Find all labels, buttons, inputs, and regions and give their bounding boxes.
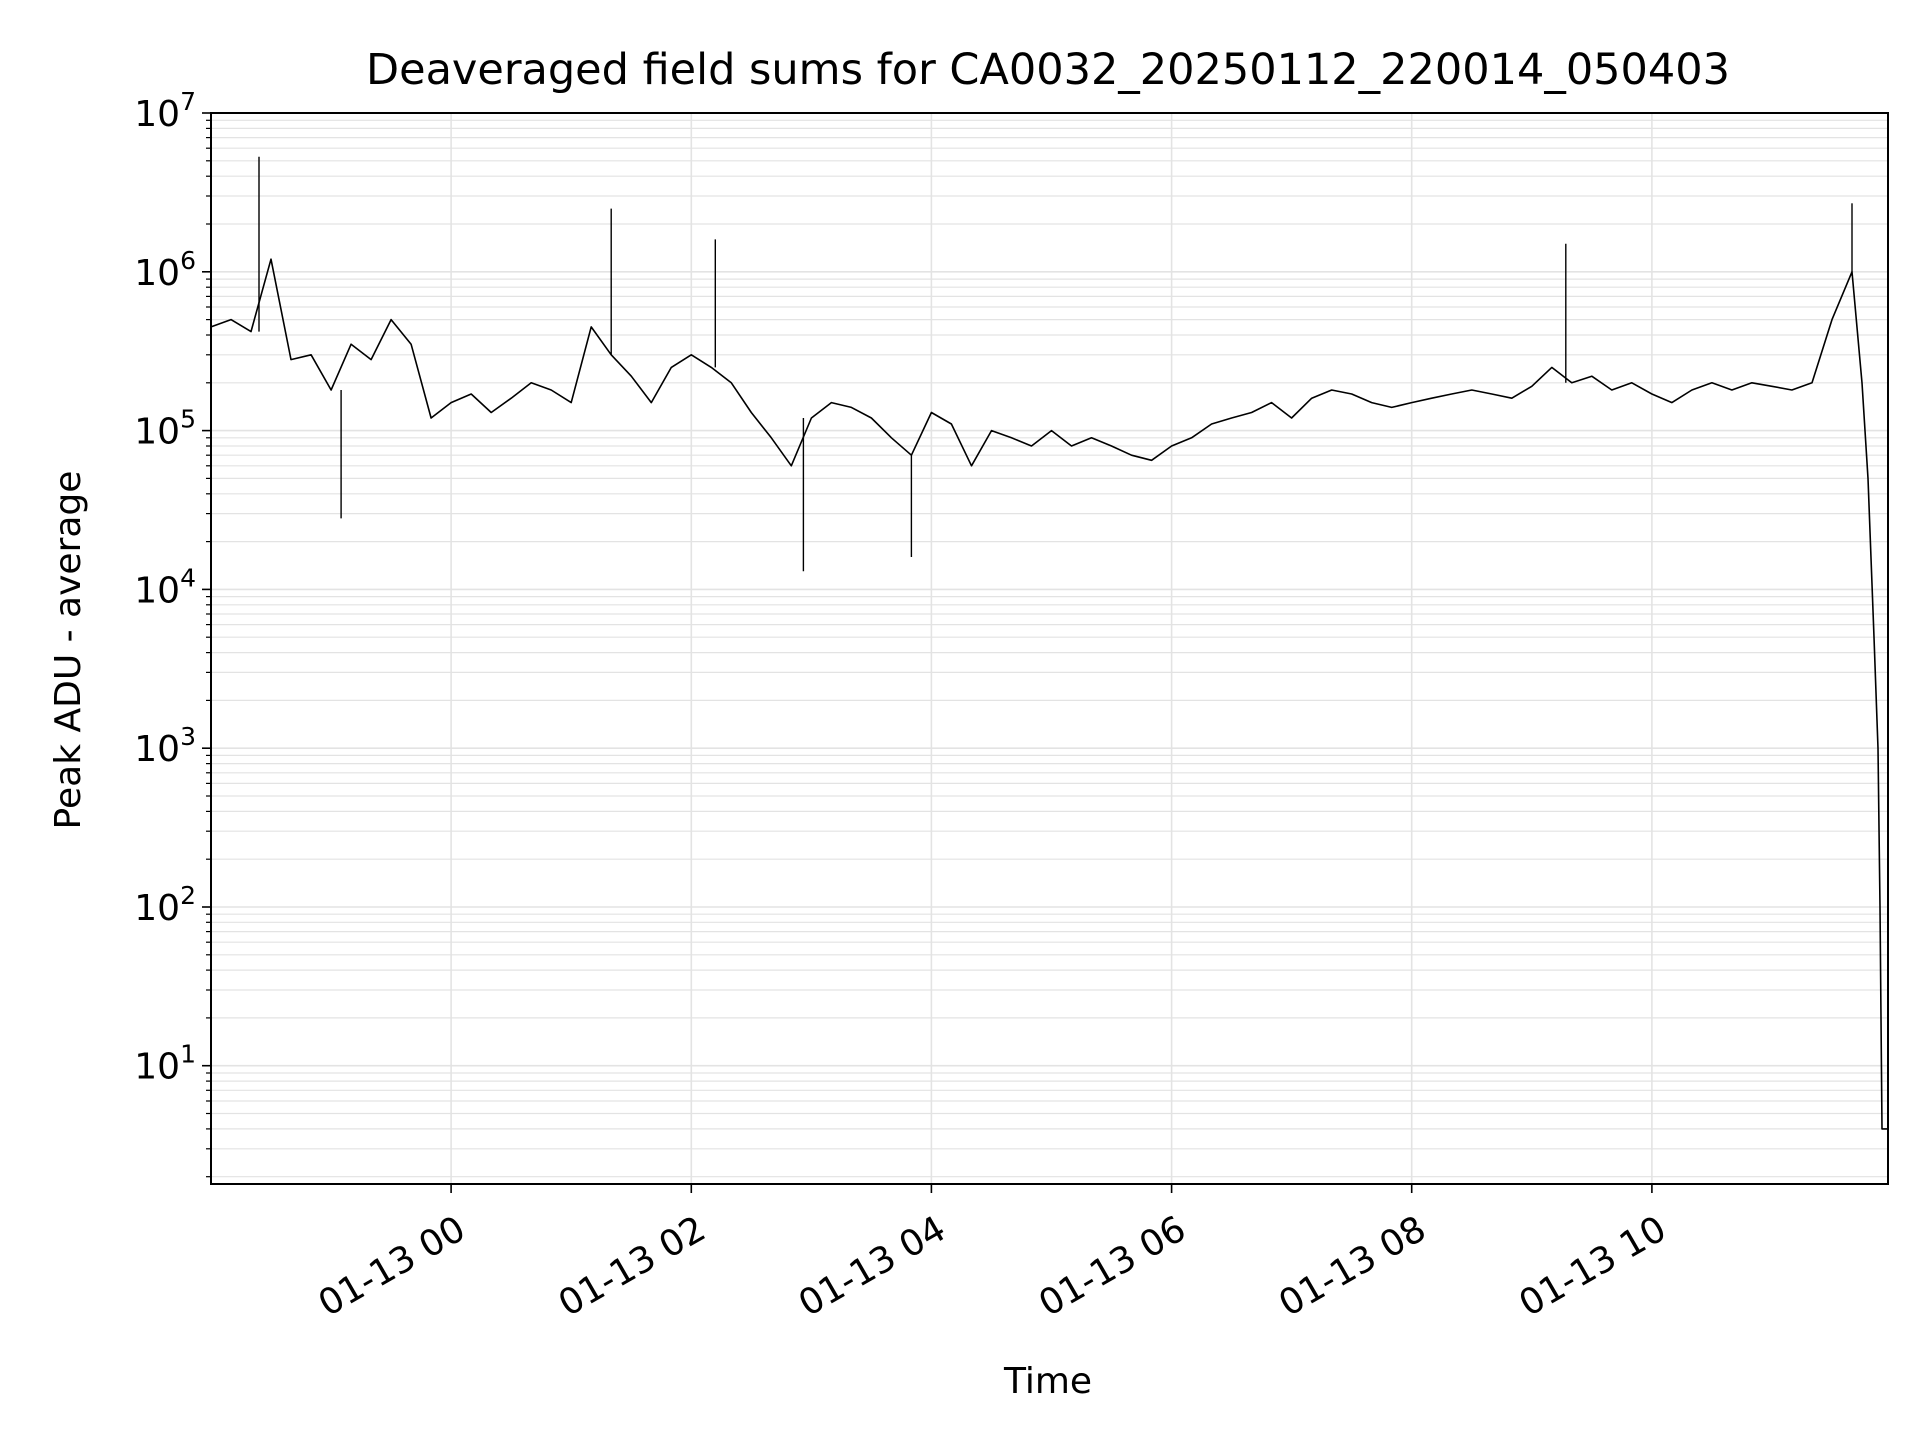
grid-layer [211, 112, 1888, 1184]
y-axis-label: Peak ADU - average [48, 471, 89, 830]
chart-title: Deaveraged field sums for CA0032_2025011… [366, 45, 1730, 95]
plot-frame [210, 112, 1889, 1185]
y-tick-label: 104 [134, 563, 196, 611]
y-tick-label: 106 [134, 246, 196, 294]
series-line [210, 258, 1888, 1130]
y-tick-label: 102 [134, 881, 196, 929]
y-tick-label: 105 [134, 405, 196, 453]
y-tick-label: 107 [134, 87, 196, 135]
x-axis-label: Time [1003, 1361, 1092, 1402]
y-tick-label: 103 [134, 722, 196, 770]
series-layer [210, 156, 1888, 1130]
y-tick-label: 101 [134, 1040, 196, 1088]
